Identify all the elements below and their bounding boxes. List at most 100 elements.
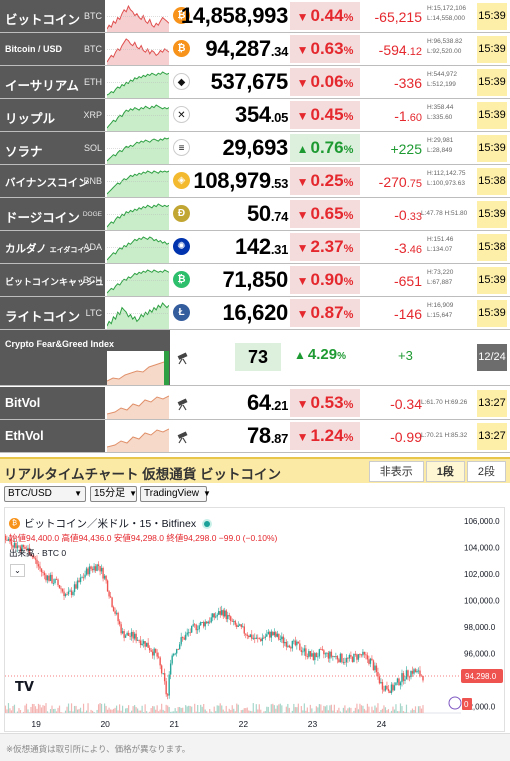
quote-time: 15:39 xyxy=(477,300,507,327)
tab-two-pane[interactable]: 2段 xyxy=(466,461,506,482)
volume-bar xyxy=(329,705,331,713)
candle-body xyxy=(25,548,28,550)
candle-body xyxy=(102,567,104,579)
candle-body xyxy=(108,591,110,597)
cardano-icon: ✺ xyxy=(173,238,190,255)
candle-body xyxy=(222,610,224,617)
volume-bar xyxy=(356,703,358,713)
candle-body xyxy=(37,564,40,567)
tab-hide[interactable]: 非表示 xyxy=(368,461,424,482)
quote-change: -0.33 xyxy=(394,207,422,223)
quote-row-bch[interactable]: ビットコインキャッシュ BCH ₿ 71,850 ▼ 0.90% -651 H:73,22… xyxy=(0,264,510,297)
quote-name: ビットコイン xyxy=(5,13,81,27)
candle-body xyxy=(290,647,292,649)
candle-body xyxy=(120,624,122,634)
candle-body xyxy=(160,665,163,674)
quote-row-eth[interactable]: イーサリアム ETH ◆ 537,675 ▼ 0.06% -336 H:544,972 L:… xyxy=(0,66,510,99)
volume-bar xyxy=(55,711,58,713)
interval-select[interactable]: 15分足 ▼ xyxy=(90,486,137,502)
candle-body xyxy=(111,597,113,608)
quote-name: バイナンスコイン xyxy=(5,177,89,189)
candle-body xyxy=(130,631,133,637)
ethereum-icon: ◆ xyxy=(173,73,190,90)
quote-row-ltc[interactable]: ライトコイン LTC Ł 16,620 ▼ 0.87% -146 H:16,909 L:15… xyxy=(0,297,510,330)
collapse-legend-icon[interactable]: ⌄ xyxy=(10,564,25,577)
quote-symbol: BTC xyxy=(84,44,102,54)
quote-price: 64.21 xyxy=(246,390,288,415)
quote-change-percent: ▼ 0.63% xyxy=(290,35,360,63)
volume-bar xyxy=(70,703,73,713)
candle-body xyxy=(165,681,167,695)
volume-bar xyxy=(129,712,131,713)
candle-body xyxy=(228,615,230,617)
candle-body xyxy=(55,579,58,580)
quote-change: -270.75 xyxy=(378,174,422,190)
telescope-icon[interactable] xyxy=(176,351,190,365)
y-tick-label: 104,000.0 xyxy=(464,544,500,553)
fear-greed-row[interactable]: Crypto Fear&Greed Index 73 ▲ 4.29% +3 12/… xyxy=(0,330,510,386)
volume-bar xyxy=(30,706,32,713)
volume-bar xyxy=(156,705,158,713)
candle-body xyxy=(193,624,196,626)
candle-body xyxy=(203,622,205,627)
volume-bar xyxy=(255,704,257,713)
quote-row-doge[interactable]: ドージコイン DOGE Ð 50.74 ▼ 0.65% -0.33 L:47.78 H:5… xyxy=(0,198,510,231)
candle-body xyxy=(115,612,118,614)
telescope-icon[interactable] xyxy=(176,397,190,411)
quote-row-bitvol[interactable]: BitVol 64.21 ▼ 0.53% -0.34 L:61.70 H:69.26 13… xyxy=(0,387,510,420)
volume-bar xyxy=(106,709,109,713)
candle-body xyxy=(311,653,313,657)
volume-bar xyxy=(236,703,238,713)
candle-body xyxy=(145,642,148,647)
quote-name: ソラナ xyxy=(5,145,43,159)
tradingview-logo-icon[interactable]: 𝗧𝗩 xyxy=(15,680,34,695)
source-select[interactable]: TradingView ▼ xyxy=(140,486,211,502)
quote-name: EthVol xyxy=(5,429,44,443)
quote-row-ethvol[interactable]: EthVol 78.87 ▼ 1.24% -0.99 L:70.21 H:85.32 13… xyxy=(0,420,510,453)
quote-row-ada[interactable]: カルダノ エイダコイン ADA ✺ 142.31 ▼ 2.37% -3.46 H:151.… xyxy=(0,231,510,264)
solana-icon: ≡ xyxy=(173,139,190,156)
volume-bar xyxy=(51,705,53,713)
volume-bar xyxy=(254,711,256,713)
volume-bar xyxy=(357,709,360,713)
candle-body xyxy=(88,566,91,575)
quote-price: 16,620 xyxy=(222,300,289,325)
volume-bar xyxy=(37,703,40,713)
volume-bar xyxy=(165,704,167,713)
chart-canvas[interactable]: 106,000.0 104,000.0 102,000.0 100,000.0 98,0… xyxy=(5,508,505,732)
candle-body xyxy=(374,665,376,671)
candle-body xyxy=(314,653,316,661)
volume-bar xyxy=(88,712,91,713)
volume-bar xyxy=(228,708,230,713)
tab-one-pane[interactable]: 1段 xyxy=(425,461,465,482)
volume-bar xyxy=(22,711,25,713)
quote-high-low: H:29,981 L:28,849 xyxy=(427,137,454,154)
quote-row-bnb[interactable]: バイナンスコイン BNB ◈ 108,979.53 ▼ 0.25% -270.75 H:1… xyxy=(0,165,510,198)
candle-body xyxy=(243,626,245,634)
quote-name-cell: ソラナ SOL xyxy=(0,132,106,164)
quote-row-btc[interactable]: ビットコイン BTC ₿ 14,858,993 ▼ 0.44% -65,215 H:15,… xyxy=(0,0,510,33)
quote-row-sol[interactable]: ソラナ SOL ≡ 29,693 ▲ 0.76% +225 H:29,981 L:28,84… xyxy=(0,132,510,165)
candle-body xyxy=(127,632,130,636)
volume-bar xyxy=(249,710,251,713)
pair-select[interactable]: BTC/USD ▼ xyxy=(4,486,86,502)
candle-body xyxy=(416,670,418,673)
price-chart[interactable]: 106,000.0 104,000.0 102,000.0 100,000.0 98,0… xyxy=(4,507,505,732)
quote-row-xrp[interactable]: リップル XRP ✕ 354.05 ▼ 0.45% -1.60 H:358.44 L:335… xyxy=(0,99,510,132)
volume-bar xyxy=(233,708,235,713)
candle-body xyxy=(156,652,158,657)
volume-bar xyxy=(411,708,414,713)
volume-bar xyxy=(125,708,127,713)
quote-row-btc[interactable]: Bitcoin / USD BTC ₿ 94,287.34 ▼ 0.63% -594.1… xyxy=(0,33,510,66)
volume-bar xyxy=(99,703,101,713)
volume-bar xyxy=(350,707,352,713)
quote-sparkline xyxy=(107,265,169,296)
volume-bar xyxy=(288,707,290,713)
telescope-icon[interactable] xyxy=(176,430,190,444)
candle-body xyxy=(380,682,382,684)
volume-bar xyxy=(243,708,245,713)
quote-name-cell: BitVol xyxy=(0,387,106,419)
volume-bar xyxy=(413,709,415,713)
candle-body xyxy=(254,637,256,639)
quote-symbol: BTC xyxy=(84,11,102,21)
